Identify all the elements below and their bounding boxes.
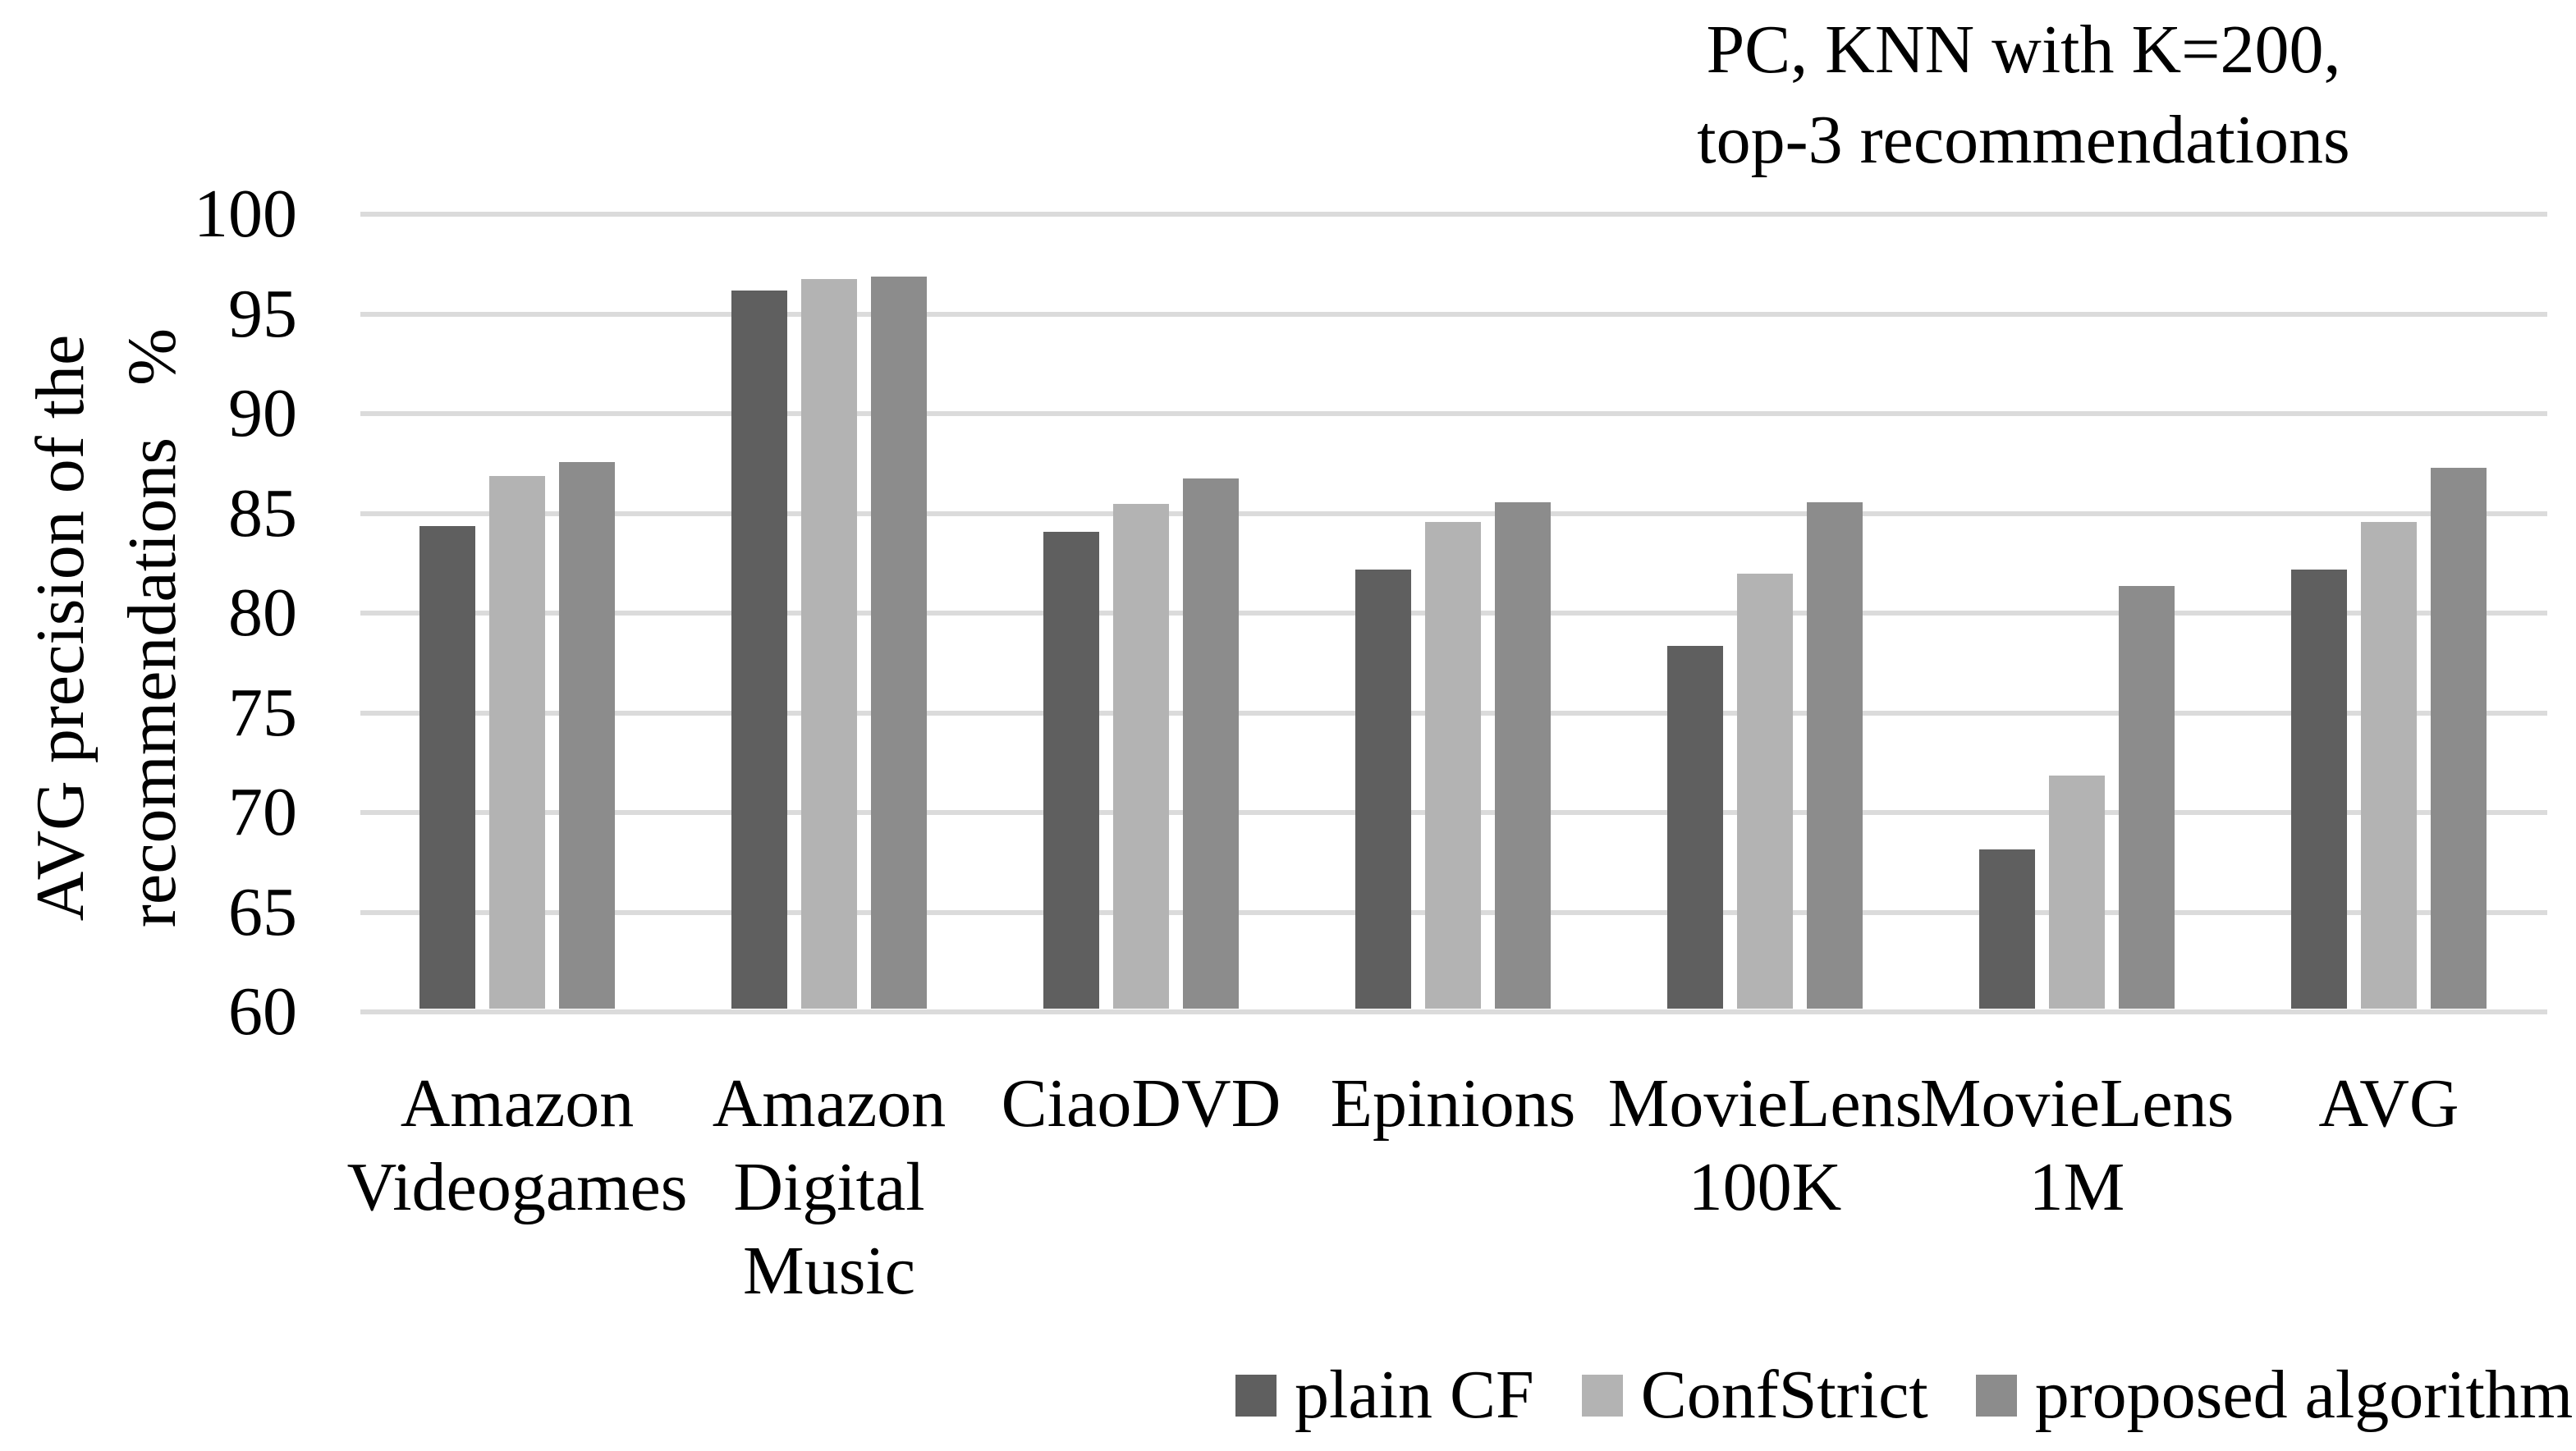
category-label-movielens-1m: MovieLens 1M <box>1919 1065 2235 1225</box>
legend-label-plain-cf: plain CF <box>1295 1357 1534 1433</box>
y-tick-label-80: 80 <box>228 574 297 651</box>
bar-proposed-algorithm-movielens-1m <box>2119 585 2175 1009</box>
gridline-100 <box>360 212 2547 217</box>
y-tick-label-65: 65 <box>228 873 297 950</box>
chart-title: PC, KNN with K=200, top-3 recommendation… <box>1697 11 2350 178</box>
legend-swatch-icon-proposed-algorithm <box>1975 1374 2017 1417</box>
bar-confstrict-ciaodvd <box>1113 504 1169 1009</box>
y-tick-label-70: 70 <box>228 774 297 850</box>
bar-confstrict-movielens-100k <box>1737 574 1793 1009</box>
gridline-85 <box>360 510 2547 516</box>
bar-confstrict-amazon-videogames <box>489 476 545 1009</box>
bar-plain-cf-amazon-digital-music <box>731 291 787 1009</box>
gridline-95 <box>360 311 2547 317</box>
category-label-epinions: Epinions <box>1330 1065 1576 1142</box>
bar-plain-cf-ciaodvd <box>1043 532 1099 1009</box>
category-label-amazon-digital-music: Amazon Digital Music <box>712 1065 947 1309</box>
bar-plain-cf-movielens-1m <box>1979 849 2035 1009</box>
bar-proposed-algorithm-movielens-100k <box>1807 501 1863 1009</box>
legend-item-confstrict: ConfStrict <box>1581 1354 1928 1436</box>
legend-label-proposed-algorithm: proposed algorithm <box>2034 1357 2574 1433</box>
bar-confstrict-amazon-digital-music <box>801 278 857 1009</box>
bar-confstrict-epinions <box>1425 522 1481 1009</box>
legend: plain CF ConfStrict proposed algorithm <box>1235 1354 2573 1436</box>
y-tick-label-95: 95 <box>228 275 297 352</box>
legend-item-proposed-algorithm: proposed algorithm <box>1975 1354 2574 1436</box>
y-tick-label-75: 75 <box>228 674 297 751</box>
y-tick-label-85: 85 <box>228 474 297 552</box>
bar-proposed-algorithm-epinions <box>1495 501 1551 1009</box>
bar-proposed-algorithm-amazon-digital-music <box>871 277 927 1009</box>
bar-plain-cf-amazon-videogames <box>419 525 475 1009</box>
bar-proposed-algorithm-amazon-videogames <box>559 462 615 1009</box>
bar-plain-cf-movielens-100k <box>1667 645 1723 1009</box>
legend-swatch-icon-confstrict <box>1581 1374 1623 1417</box>
legend-swatch-icon-plain-cf <box>1235 1374 1277 1417</box>
legend-label-confstrict: ConfStrict <box>1640 1357 1928 1433</box>
bar-plain-cf-avg <box>2291 570 2347 1009</box>
category-label-movielens-100k: MovieLens 100K <box>1607 1065 1923 1225</box>
y-tick-label-90: 90 <box>228 375 297 451</box>
bar-proposed-algorithm-avg <box>2431 468 2487 1009</box>
category-label-amazon-videogames: Amazon Videogames <box>346 1065 688 1225</box>
bar-proposed-algorithm-ciaodvd <box>1183 478 1239 1009</box>
bar-confstrict-movielens-1m <box>2049 775 2105 1009</box>
gridline-90 <box>360 411 2547 416</box>
category-label-ciaodvd: CiaoDVD <box>1001 1065 1281 1142</box>
y-tick-label-60: 60 <box>228 973 297 1050</box>
bar-plain-cf-epinions <box>1355 570 1411 1009</box>
bar-confstrict-avg <box>2361 522 2417 1009</box>
category-label-avg: AVG <box>2318 1065 2459 1142</box>
legend-item-plain-cf: plain CF <box>1235 1354 1534 1436</box>
gridline-60 <box>360 1009 2547 1014</box>
y-tick-label-100: 100 <box>194 176 297 252</box>
